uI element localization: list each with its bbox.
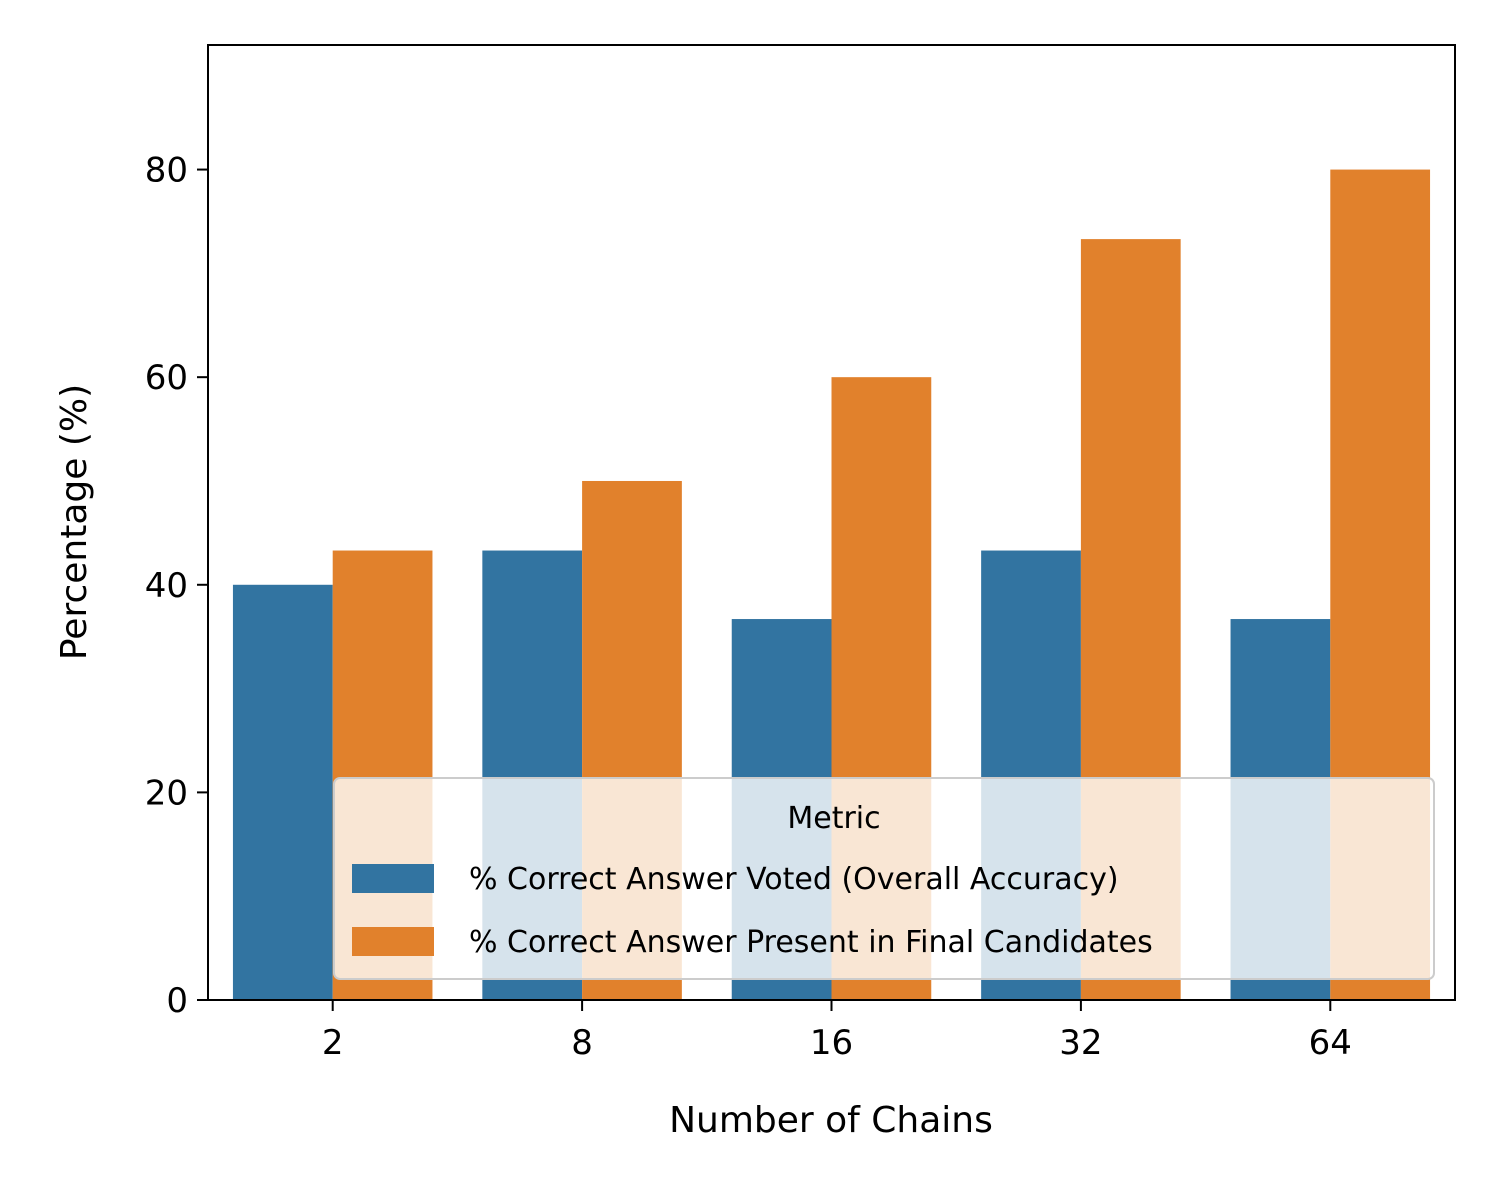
y-tick-label: 20 [145, 773, 188, 813]
x-axis: 2 8 16 32 64 [322, 1000, 1352, 1063]
y-axis: 0 20 40 60 80 [145, 151, 208, 1021]
x-tick-label-32: 32 [1059, 1023, 1102, 1063]
legend-label-series-1: % Correct Answer Voted (Overall Accuracy… [469, 862, 1119, 897]
legend: Metric % Correct Answer Voted (Overall Ac… [333, 777, 1435, 980]
y-tick-label: 60 [145, 358, 188, 398]
legend-swatch-series-1 [352, 864, 434, 893]
bar-series-1-2 [232, 584, 333, 1000]
x-tick-label-16: 16 [810, 1023, 853, 1063]
x-tick-label-2: 2 [322, 1023, 344, 1063]
y-axis-title: Percentage (%) [54, 384, 95, 660]
x-tick-label-8: 8 [571, 1023, 593, 1063]
y-tick-label: 80 [145, 151, 188, 191]
x-axis-title: Number of Chains [669, 1100, 993, 1141]
y-tick-label: 0 [166, 981, 188, 1021]
legend-label-series-2: % Correct Answer Present in Final Candid… [469, 925, 1153, 960]
legend-box [333, 777, 1435, 980]
legend-title: Metric [787, 801, 880, 836]
legend-swatch-series-2 [352, 927, 434, 956]
y-tick-label: 40 [145, 566, 188, 606]
x-tick-label-64: 64 [1309, 1023, 1352, 1063]
